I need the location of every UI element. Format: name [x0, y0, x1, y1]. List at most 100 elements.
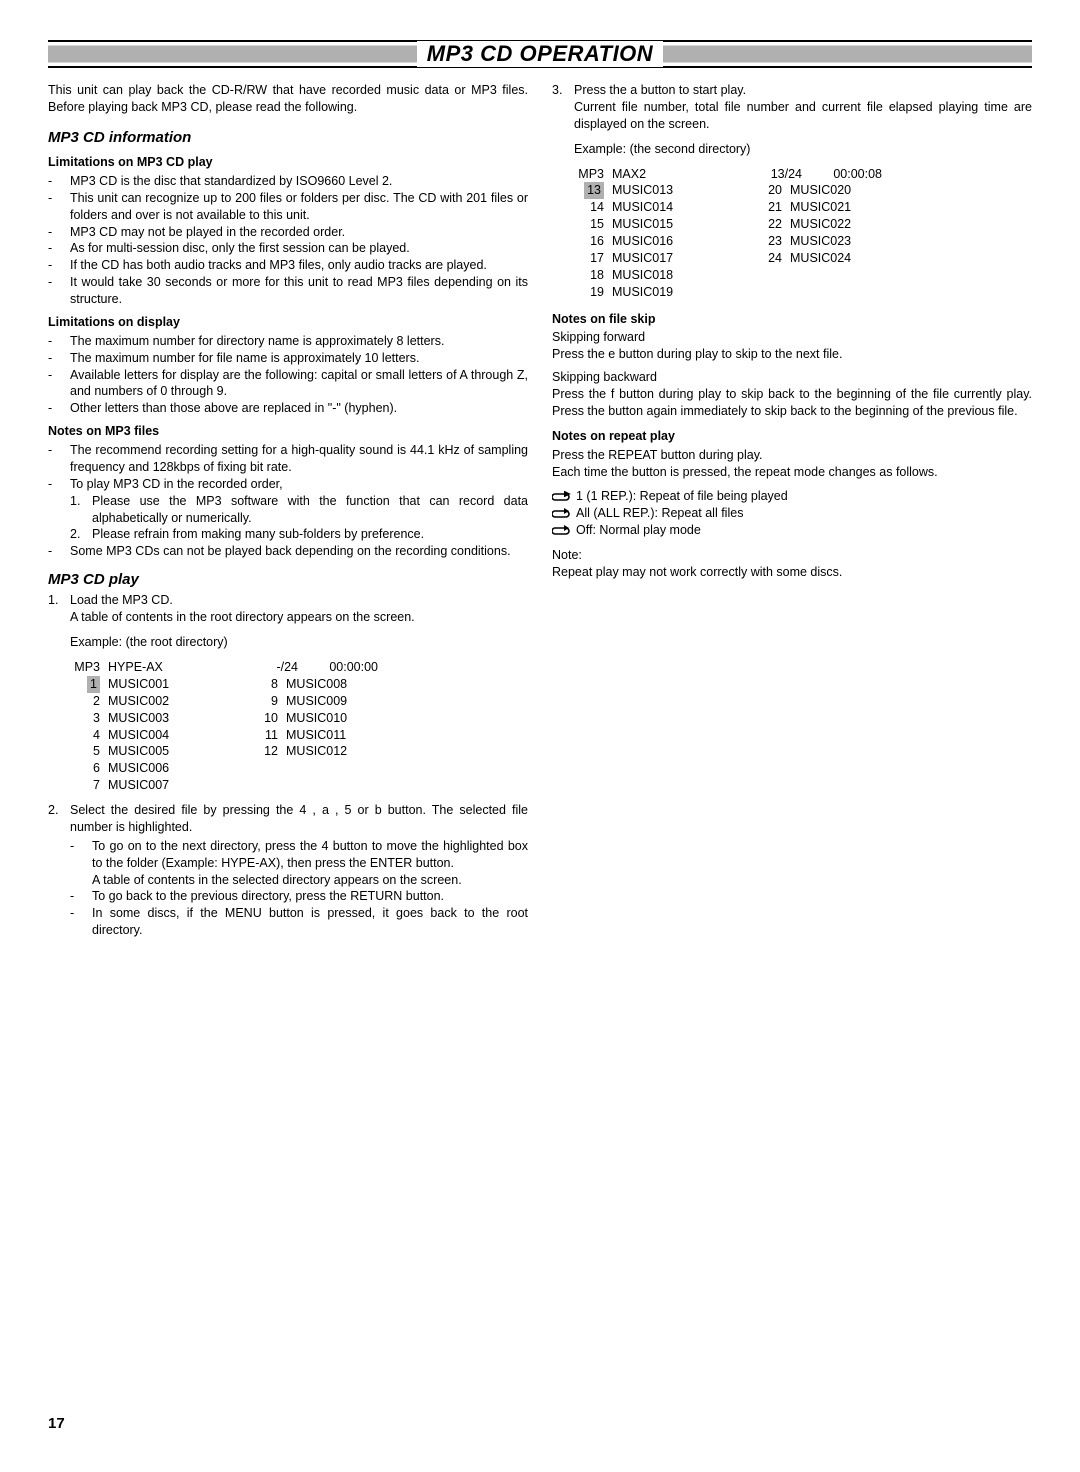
file-name: MUSIC022 — [790, 216, 930, 233]
file-num: 15 — [574, 216, 612, 233]
step-text: Press the a button to start play. — [574, 83, 746, 97]
file-num: 18 — [574, 267, 612, 284]
example-label: Example: (the second directory) — [574, 141, 1032, 158]
directory-name: MAX2 — [612, 166, 752, 183]
page-number: 17 — [48, 1415, 65, 1432]
step-subtext: A table of contents in the root director… — [70, 610, 415, 624]
list-item: Some MP3 CDs can not be played back depe… — [70, 543, 528, 560]
sub-ordered-list: Please use the MP3 software with the fun… — [70, 493, 528, 544]
section-title: MP3 CD OPERATION — [417, 41, 663, 67]
file-name: MUSIC013 — [612, 182, 752, 199]
limitations-display-list: The maximum number for directory name is… — [48, 333, 528, 417]
file-rows: 1MUSIC001 2MUSIC002 3MUSIC003 4MUSIC004 … — [70, 676, 528, 794]
file-num: 3 — [70, 710, 108, 727]
list-item: To play MP3 CD in the recorded order, Pl… — [70, 476, 528, 544]
note-label: Note: — [552, 547, 1032, 564]
elapsed-time: 00:00:00 — [298, 659, 378, 676]
file-name: MUSIC009 — [286, 693, 426, 710]
example-label: Example: (the root directory) — [70, 634, 528, 651]
file-num: 5 — [70, 743, 108, 760]
list-item-text: To go on to the next directory, press th… — [92, 839, 528, 870]
repeat-intro-1: Press the REPEAT button during play. — [552, 447, 1032, 464]
display-header: MP3 MAX2 13/24 00:00:08 — [574, 166, 1032, 183]
file-name: MUSIC014 — [612, 199, 752, 216]
mp3-label: MP3 — [70, 659, 108, 676]
list-item: The maximum number for directory name is… — [70, 333, 528, 350]
step-text: Select the desired file by pressing the … — [70, 803, 528, 834]
file-num: 21 — [752, 199, 790, 216]
page: MP3 CD OPERATION This unit can play back… — [0, 0, 1080, 945]
file-num: 17 — [574, 250, 612, 267]
list-item: This unit can recognize up to 200 files … — [70, 190, 528, 224]
right-column: Press the a button to start play. Curren… — [552, 82, 1032, 945]
limitations-play-heading: Limitations on MP3 CD play — [48, 154, 528, 171]
step-subtext: Current file number, total file number a… — [574, 100, 1032, 131]
list-item: Available letters for display are the fo… — [70, 367, 528, 401]
file-name: MUSIC023 — [790, 233, 930, 250]
skip-heading: Notes on file skip — [552, 311, 1032, 328]
file-num: 7 — [70, 777, 108, 794]
directory-name: HYPE-AX — [108, 659, 248, 676]
file-num: 12 — [248, 743, 286, 760]
list-item: In some discs, if the MENU button is pre… — [92, 905, 528, 939]
repeat-mode-item: 1 (1 REP.): Repeat of file being played — [552, 488, 1032, 505]
list-item: Please refrain from making many sub-fold… — [92, 526, 528, 543]
display-example-2: MP3 MAX2 13/24 00:00:08 13MUSIC013 14MUS… — [574, 166, 1032, 301]
file-num: 14 — [574, 199, 612, 216]
limitations-play-list: MP3 CD is the disc that standardized by … — [48, 173, 528, 308]
list-item-text: A table of contents in the selected dire… — [92, 873, 462, 887]
file-rows: 13MUSIC013 14MUSIC014 15MUSIC015 16MUSIC… — [574, 182, 1032, 300]
intro-paragraph: This unit can play back the CD-R/RW that… — [48, 82, 528, 116]
left-column: This unit can play back the CD-R/RW that… — [48, 82, 528, 945]
repeat-mode-text: 1 (1 REP.): Repeat of file being played — [576, 488, 788, 505]
repeat-mode-text: All (ALL REP.): Repeat all files — [576, 505, 743, 522]
repeat-heading: Notes on repeat play — [552, 428, 1032, 445]
file-name: MUSIC002 — [108, 693, 248, 710]
list-item: It would take 30 seconds or more for thi… — [70, 274, 528, 308]
file-name: MUSIC020 — [790, 182, 930, 199]
file-col-b: 20MUSIC020 21MUSIC021 22MUSIC022 23MUSIC… — [752, 182, 930, 300]
skip-backward-text: Press the f button during play to skip b… — [552, 386, 1032, 420]
skip-backward-label: Skipping backward — [552, 369, 1032, 386]
file-num: 1 — [87, 676, 100, 693]
display-example-1: MP3 HYPE-AX -/24 00:00:00 1MUSIC001 2MUS… — [70, 659, 528, 794]
display-header: MP3 HYPE-AX -/24 00:00:00 — [70, 659, 528, 676]
file-name: MUSIC005 — [108, 743, 248, 760]
file-name: MUSIC007 — [108, 777, 248, 794]
repeat-mode-item: Off: Normal play mode — [552, 522, 1032, 539]
file-name: MUSIC003 — [108, 710, 248, 727]
list-item: The recommend recording setting for a hi… — [70, 442, 528, 476]
repeat-icon — [552, 508, 572, 520]
list-item: If the CD has both audio tracks and MP3 … — [70, 257, 528, 274]
step-1: Load the MP3 CD. A table of contents in … — [70, 592, 528, 794]
file-name: MUSIC016 — [612, 233, 752, 250]
mp3-play-heading: MP3 CD play — [48, 570, 528, 590]
play-steps-continued: Press the a button to start play. Curren… — [552, 82, 1032, 301]
mp3-info-heading: MP3 CD information — [48, 128, 528, 148]
file-num: 13 — [584, 182, 604, 199]
section-title-bar: MP3 CD OPERATION — [48, 40, 1032, 68]
file-num: 19 — [574, 284, 612, 301]
file-name: MUSIC012 — [286, 743, 426, 760]
skip-forward-text: Press the e button during play to skip t… — [552, 346, 1032, 363]
file-name: MUSIC021 — [790, 199, 930, 216]
file-name: MUSIC015 — [612, 216, 752, 233]
elapsed-time: 00:00:08 — [802, 166, 882, 183]
step-3: Press the a button to start play. Curren… — [574, 82, 1032, 301]
file-name: MUSIC019 — [612, 284, 752, 301]
notes-files-heading: Notes on MP3 files — [48, 423, 528, 440]
skip-forward-label: Skipping forward — [552, 329, 1032, 346]
list-item: The maximum number for file name is appr… — [70, 350, 528, 367]
file-name: MUSIC004 — [108, 727, 248, 744]
list-item: Other letters than those above are repla… — [70, 400, 528, 417]
file-num: 20 — [752, 182, 790, 199]
list-item: MP3 CD is the disc that standardized by … — [70, 173, 528, 190]
file-num: 10 — [248, 710, 286, 727]
list-item: Please use the MP3 software with the fun… — [92, 493, 528, 527]
file-name: MUSIC017 — [612, 250, 752, 267]
two-column-layout: This unit can play back the CD-R/RW that… — [48, 82, 1032, 945]
mp3-label: MP3 — [574, 166, 612, 183]
file-col-b: 8MUSIC008 9MUSIC009 10MUSIC010 11MUSIC01… — [248, 676, 426, 794]
list-item: MP3 CD may not be played in the recorded… — [70, 224, 528, 241]
list-item: To go on to the next directory, press th… — [92, 838, 528, 889]
